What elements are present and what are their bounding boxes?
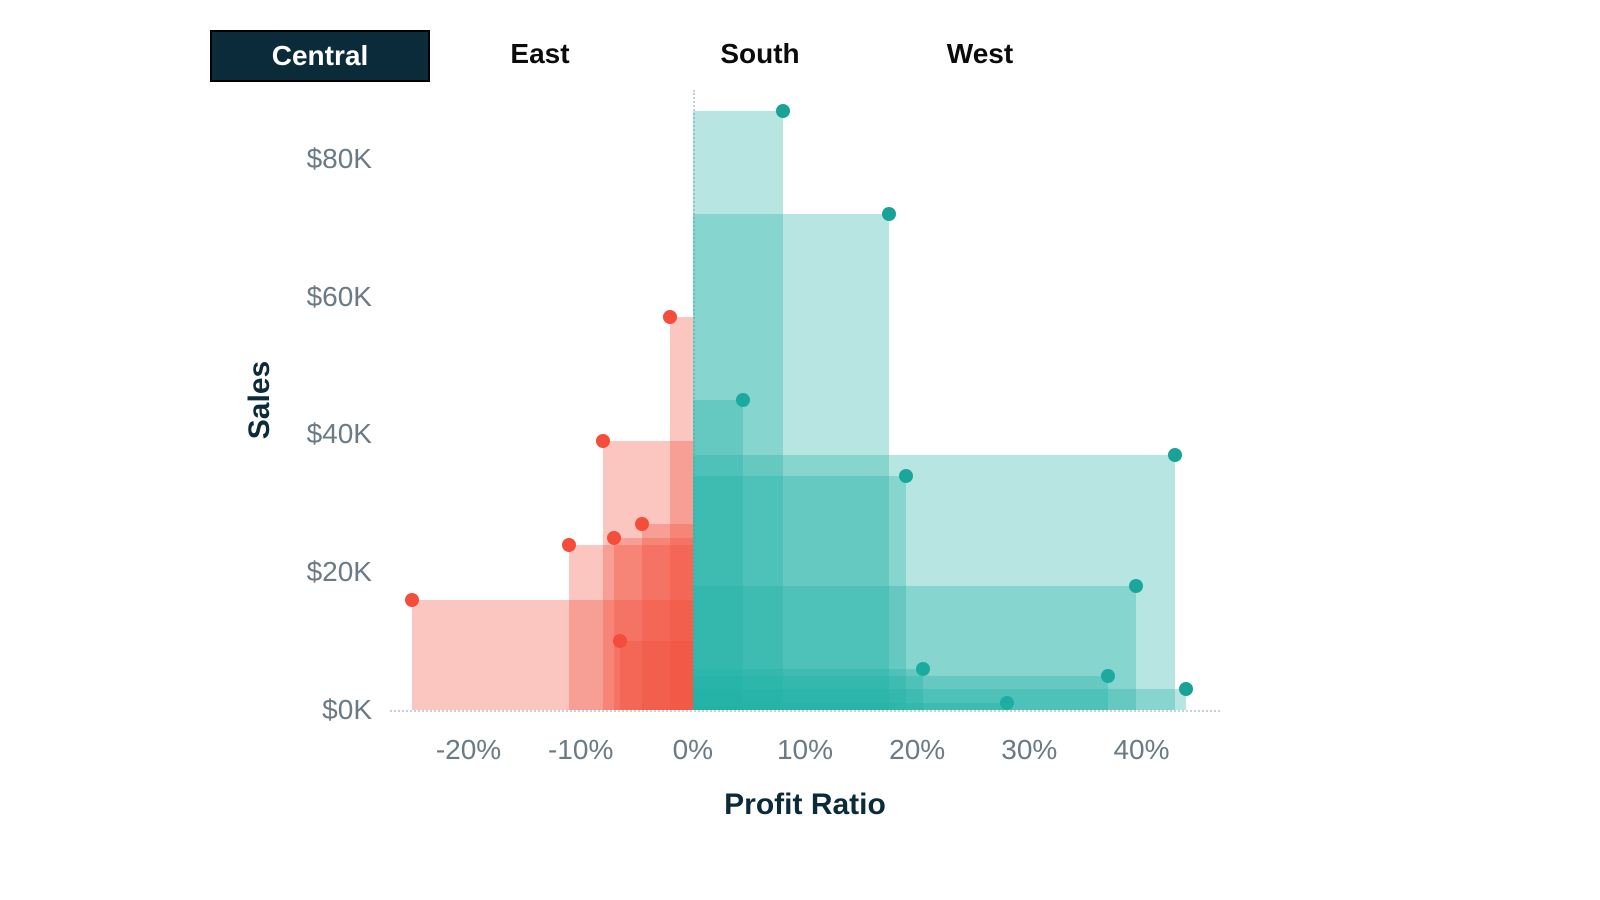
x-tick: -20%	[436, 710, 501, 766]
data-point	[613, 634, 627, 648]
tab-east[interactable]: East	[430, 30, 650, 82]
data-point	[776, 104, 790, 118]
y-tick: $80K	[307, 143, 390, 175]
tab-west[interactable]: West	[870, 30, 1090, 82]
x-tick: 30%	[1001, 710, 1057, 766]
plot-area: $0K$20K$40K$60K$80K-20%-10%0%10%20%30%40…	[390, 90, 1220, 710]
data-point	[405, 593, 419, 607]
bar	[670, 317, 692, 710]
x-tick: 0%	[673, 710, 713, 766]
y-tick: $60K	[307, 281, 390, 313]
x-tick: 20%	[889, 710, 945, 766]
data-point	[663, 310, 677, 324]
bar	[693, 689, 1187, 710]
region-tabs: Central East South West	[210, 30, 1090, 82]
data-point	[882, 207, 896, 221]
data-point	[1179, 682, 1193, 696]
tab-south[interactable]: South	[650, 30, 870, 82]
bar	[693, 455, 1175, 710]
y-tick: $40K	[307, 418, 390, 450]
x-tick: 40%	[1113, 710, 1169, 766]
data-point	[562, 538, 576, 552]
y-tick: $0K	[322, 694, 390, 726]
x-tick: -10%	[548, 710, 613, 766]
x-tick: 10%	[777, 710, 833, 766]
sales-vs-profit-chart: $0K$20K$40K$60K$80K-20%-10%0%10%20%30%40…	[390, 90, 1220, 710]
tab-central[interactable]: Central	[210, 30, 430, 82]
y-tick: $20K	[307, 556, 390, 588]
y-axis-label: Sales	[243, 361, 277, 439]
data-point	[635, 517, 649, 531]
data-point	[607, 531, 621, 545]
x-axis-label: Profit Ratio	[724, 788, 886, 822]
data-point	[1168, 448, 1182, 462]
data-point	[596, 434, 610, 448]
